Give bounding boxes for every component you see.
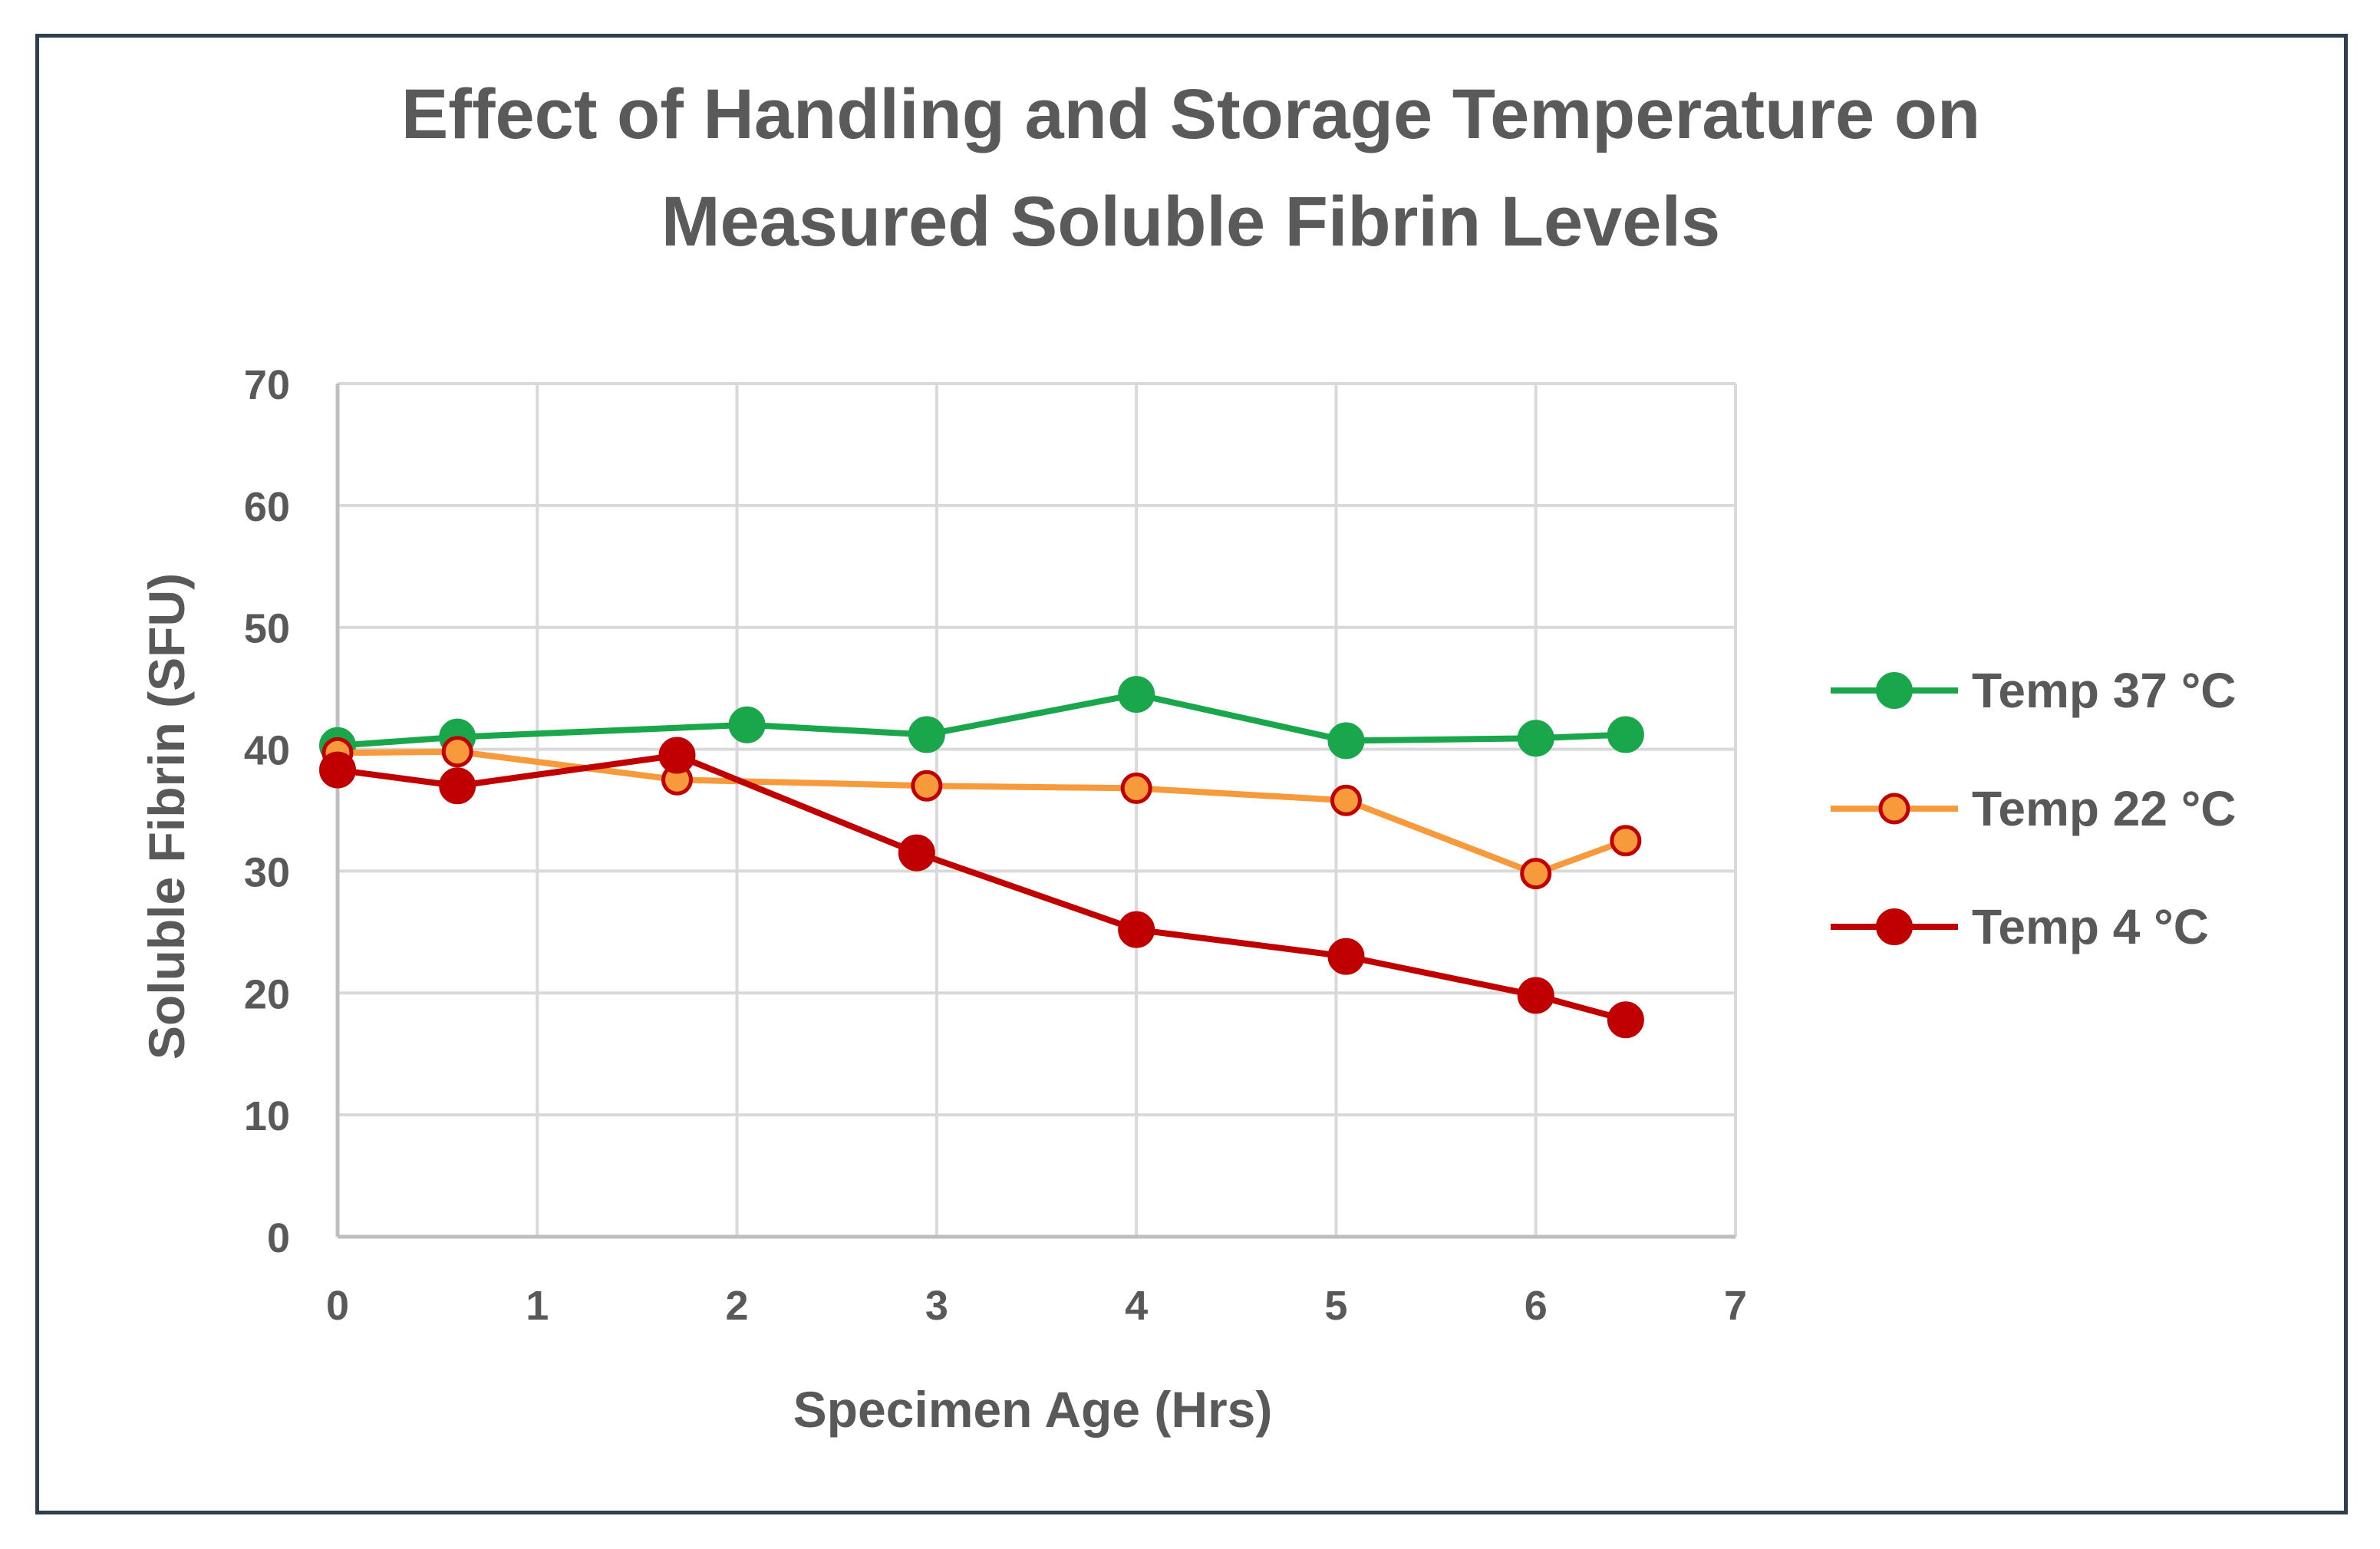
data-point (441, 736, 473, 768)
tick-labels: 0 10 20 30 40 50 60 70 0 1 2 3 4 5 6 7 (244, 362, 1747, 1329)
data-point (908, 716, 945, 753)
data-point (911, 770, 943, 802)
y-tick-label: 10 (244, 1093, 290, 1139)
y-tick-label: 50 (244, 606, 290, 652)
series-line (337, 752, 1627, 1023)
series-group (319, 676, 1644, 1039)
y-tick-label: 70 (244, 362, 290, 408)
series-2 (319, 737, 1644, 1039)
y-tick-label: 60 (244, 484, 290, 530)
data-point (1118, 676, 1155, 714)
y-tick-label: 20 (244, 971, 290, 1017)
data-point (1607, 716, 1644, 753)
legend-label: Temp 22 °C (1972, 781, 2237, 836)
y-tick-label: 30 (244, 849, 290, 895)
y-axis-title: Soluble Fibrin (SFU) (138, 573, 195, 1060)
legend-entry: Temp 4 °C (1831, 899, 2209, 954)
data-point (1120, 772, 1152, 804)
x-tick-label: 2 (726, 1283, 749, 1329)
series-line (337, 748, 1627, 877)
data-point (319, 751, 356, 789)
data-point (1327, 938, 1365, 975)
x-tick-label: 3 (925, 1283, 948, 1329)
chart-title-line-1: Effect of Handling and Storage Temperatu… (401, 75, 1980, 153)
data-point (1327, 722, 1365, 760)
data-point (439, 767, 476, 805)
x-tick-label: 6 (1525, 1283, 1548, 1329)
legend-label: Temp 37 °C (1972, 663, 2237, 718)
chart-frame (35, 34, 2348, 1514)
data-point (1517, 977, 1554, 1014)
data-point (1520, 858, 1552, 890)
x-tick-label: 7 (1724, 1283, 1747, 1329)
data-point (658, 737, 696, 774)
data-point (728, 706, 766, 743)
data-point (1610, 825, 1642, 857)
x-tick-label: 5 (1324, 1283, 1347, 1329)
data-point (898, 834, 935, 872)
legend-marker (1878, 793, 1910, 825)
x-tick-label: 0 (326, 1283, 349, 1329)
legend-entry: Temp 22 °C (1831, 781, 2237, 836)
data-point (1607, 1001, 1644, 1039)
legend-marker (1876, 672, 1913, 709)
data-point (1517, 720, 1554, 757)
legend: Temp 37 °C Temp 22 °C Temp 4 °C (1831, 663, 2237, 954)
legend-entry: Temp 37 °C (1831, 663, 2237, 718)
legend-marker (1876, 908, 1913, 945)
data-point (1118, 911, 1155, 948)
gridlines (335, 382, 1737, 1239)
x-tick-label: 4 (1125, 1283, 1148, 1329)
series-1 (321, 736, 1642, 890)
x-axis-title: Specimen Age (Hrs) (793, 1381, 1273, 1438)
legend-label: Temp 4 °C (1972, 899, 2209, 954)
y-tick-label: 40 (244, 728, 290, 774)
data-point (1330, 784, 1362, 816)
series-line (337, 691, 1627, 749)
y-tick-label: 0 (267, 1215, 290, 1261)
chart-title-line-2: Measured Soluble Fibrin Levels (661, 183, 1720, 261)
x-tick-label: 1 (526, 1283, 549, 1329)
